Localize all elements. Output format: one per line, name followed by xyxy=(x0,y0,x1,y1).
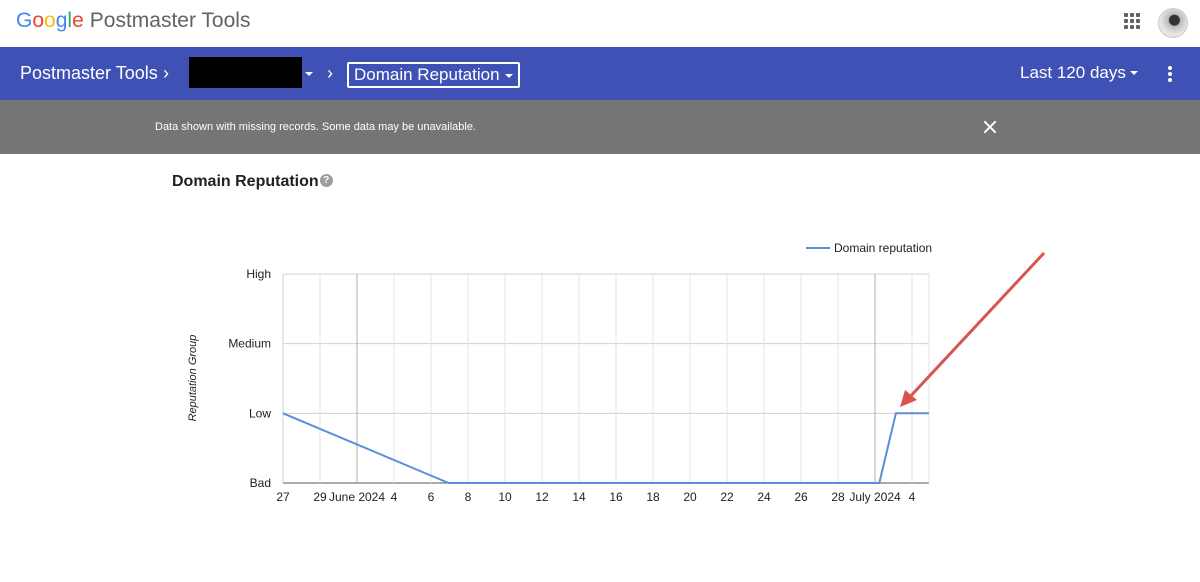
apps-grid-icon[interactable] xyxy=(1124,13,1140,29)
legend-label: Domain reputation xyxy=(834,241,932,255)
x-tick-label: 22 xyxy=(720,490,734,504)
logo-letter: l xyxy=(67,9,73,32)
section-title: Domain Reputation? xyxy=(172,173,333,191)
x-tick-label: 27 xyxy=(276,490,290,504)
chevron-right-icon: › xyxy=(327,63,333,83)
x-tick-label: 26 xyxy=(794,490,808,504)
x-tick-label: 8 xyxy=(465,490,472,504)
notice-banner: Data shown with missing records. Some da… xyxy=(0,100,1200,154)
x-tick-label: 29 xyxy=(313,490,327,504)
y-tick-label: Medium xyxy=(228,337,271,351)
date-range-label: Last 120 days xyxy=(1020,63,1126,82)
notice-text: Data shown with missing records. Some da… xyxy=(155,121,476,133)
help-icon[interactable]: ? xyxy=(319,174,333,187)
x-tick-label: 24 xyxy=(757,490,771,504)
y-tick-label: High xyxy=(246,267,271,281)
x-tick-label: 6 xyxy=(428,490,435,504)
x-tick-label: June 2024 xyxy=(329,490,385,504)
y-axis-ticks: Bad Low Medium High xyxy=(228,267,271,490)
chevron-down-icon[interactable] xyxy=(305,72,313,76)
logo-letter: G xyxy=(16,9,33,32)
redacted-domain-selector[interactable] xyxy=(189,57,302,88)
x-tick-label: 28 xyxy=(831,490,845,504)
date-range-dropdown[interactable]: Last 120 days xyxy=(1020,63,1138,83)
chevron-right-icon: › xyxy=(163,63,169,83)
x-tick-label: July 2024 xyxy=(849,490,901,504)
report-dropdown[interactable]: Domain Reputation xyxy=(347,62,520,88)
logo-letter: e xyxy=(72,9,84,32)
x-tick-label: 4 xyxy=(909,490,916,504)
chevron-down-icon xyxy=(504,74,513,78)
x-tick-label: 14 xyxy=(572,490,586,504)
more-vert-icon[interactable] xyxy=(1168,66,1172,84)
logo-letter: g xyxy=(55,9,68,32)
y-tick-label: Bad xyxy=(250,476,271,490)
series-line-domain-reputation xyxy=(282,412,929,484)
section-title-text: Domain Reputation xyxy=(172,173,319,190)
x-tick-label: 12 xyxy=(535,490,549,504)
x-tick-label: 10 xyxy=(498,490,512,504)
chart-legend[interactable]: Domain reputation xyxy=(806,241,932,255)
y-axis-label: Reputation Group xyxy=(187,335,199,422)
product-name: Postmaster Tools xyxy=(89,9,251,32)
x-tick-label: 16 xyxy=(609,490,623,504)
annotation-arrow xyxy=(900,251,1046,407)
x-tick-label: 18 xyxy=(646,490,660,504)
logo-letter: o xyxy=(44,9,56,32)
avatar[interactable] xyxy=(1158,8,1188,38)
y-tick-label: Low xyxy=(249,406,271,420)
x-tick-label: 4 xyxy=(391,490,398,504)
nav-bar: Postmaster Tools › › Domain Reputation L… xyxy=(0,47,1200,100)
x-tick-label: 20 xyxy=(683,490,697,504)
google-postmaster-logo[interactable]: Google Postmaster Tools xyxy=(16,9,250,33)
x-axis-ticks: 27 29 June 2024 4 6 8 10 12 14 16 18 20 22 24 26 28 July… xyxy=(276,490,915,504)
logo-letter: o xyxy=(32,9,45,32)
top-app-bar: Google Postmaster Tools xyxy=(0,0,1200,47)
chart-grid xyxy=(282,273,930,484)
nav-title[interactable]: Postmaster Tools xyxy=(20,63,158,83)
report-dropdown-label: Domain Reputation xyxy=(354,65,500,84)
chevron-down-icon xyxy=(1129,71,1138,75)
